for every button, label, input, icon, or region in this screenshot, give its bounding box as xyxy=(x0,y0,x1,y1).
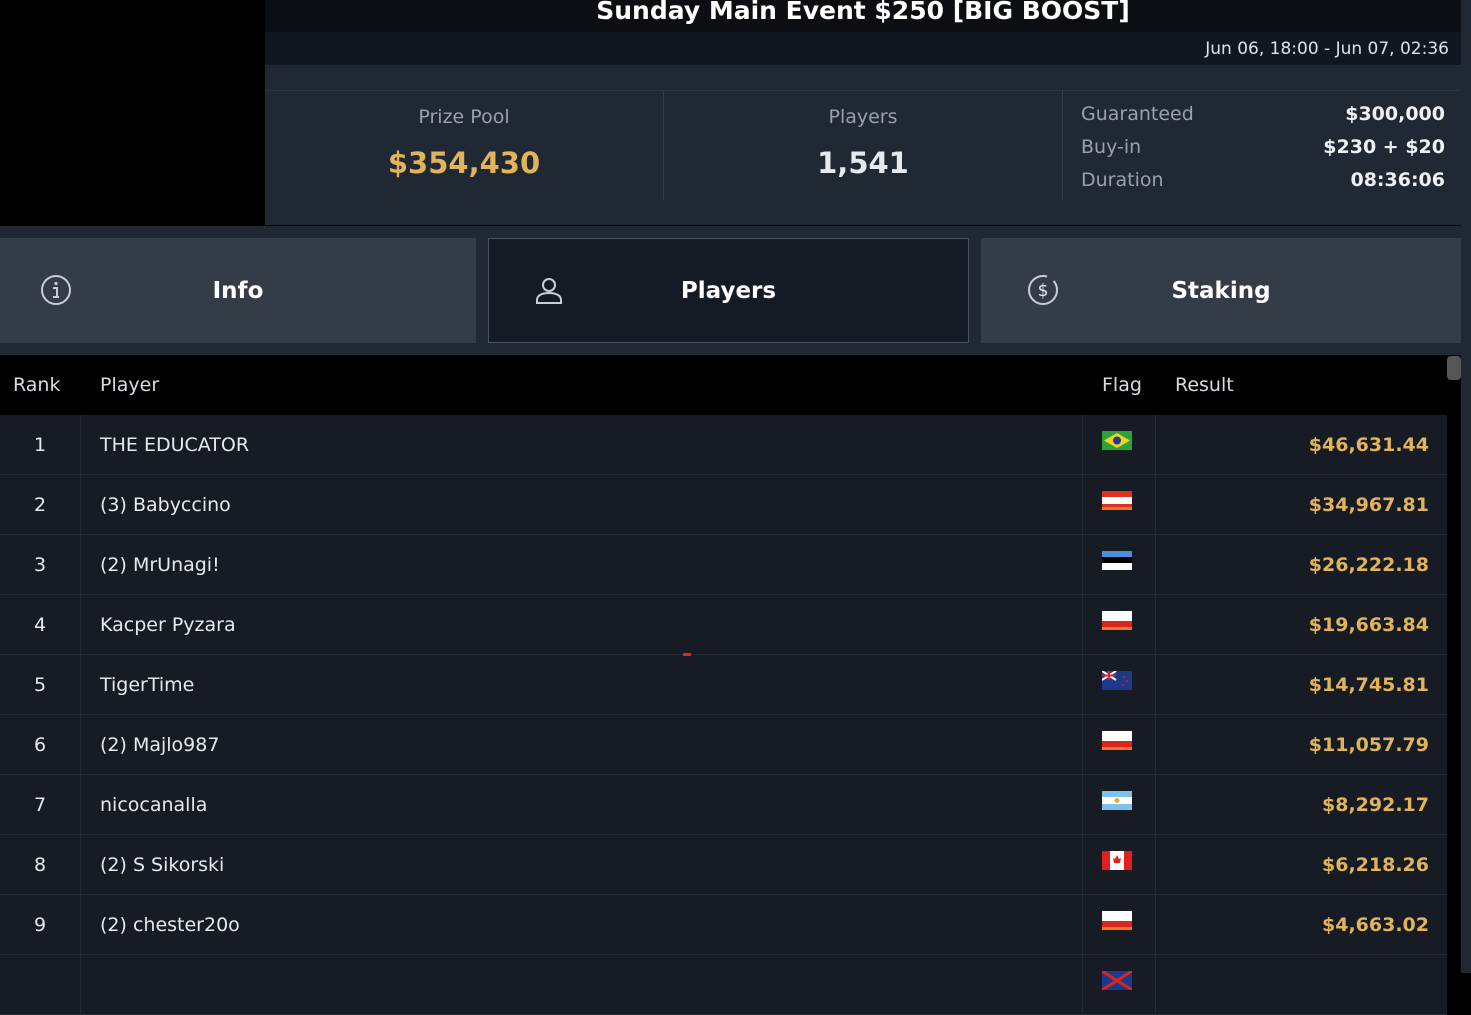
result-cell: $26,222.18 xyxy=(1308,553,1429,576)
tab-bar: Info Players $ Staking xyxy=(0,226,1461,355)
flag-icon-ee xyxy=(1102,551,1132,570)
rank-cell: 7 xyxy=(0,775,81,834)
player-cell[interactable]: (3) Babyccino xyxy=(81,475,1083,534)
header-flag[interactable]: Flag xyxy=(1102,374,1142,396)
player-cell[interactable]: THE EDUCATOR xyxy=(81,415,1083,474)
flag-cell xyxy=(1083,655,1156,714)
flag-cell xyxy=(1083,475,1156,534)
table-row[interactable]: 3 (2) MrUnagi! $26,222.18 xyxy=(0,535,1447,595)
tournament-title: Sunday Main Event $250 [BIG BOOST] xyxy=(265,0,1461,32)
flag-icon-at xyxy=(1102,491,1132,510)
table-row-partial[interactable] xyxy=(0,955,1447,1015)
results-table: Rank Player Flag Result 1 THE EDUCATOR $… xyxy=(0,355,1447,1015)
table-row[interactable]: 5 TigerTime $14,745.81 xyxy=(0,655,1447,715)
table-header: Rank Player Flag Result xyxy=(0,355,1447,415)
flag-cell xyxy=(1083,955,1156,1014)
user-icon xyxy=(536,278,562,304)
flag-cell xyxy=(1083,715,1156,774)
prize-pool-value: $354,430 xyxy=(387,146,541,180)
scrollbar-thumb[interactable] xyxy=(1447,356,1461,380)
buyin-row: Buy-in $230 + $20 xyxy=(1081,132,1445,165)
table-row[interactable]: 1 THE EDUCATOR $46,631.44 xyxy=(0,415,1447,475)
player-cell[interactable]: Kacper Pyzara xyxy=(81,595,1083,654)
rank-cell: 3 xyxy=(0,535,81,594)
tournament-dates: Jun 06, 18:00 - Jun 07, 02:36 xyxy=(265,32,1461,65)
player-cell[interactable]: (2) S Sikorski xyxy=(81,835,1083,894)
player-cell[interactable]: (2) Majlo987 xyxy=(81,715,1083,774)
rank-cell: 6 xyxy=(0,715,81,774)
flag-cell xyxy=(1083,535,1156,594)
svg-text:$: $ xyxy=(1038,281,1049,301)
table-row[interactable]: 7 nicocanalla $8,292.17 xyxy=(0,775,1447,835)
player-cell[interactable]: TigerTime xyxy=(81,655,1083,714)
table-row[interactable]: 8 (2) S Sikorski $6,218.26 xyxy=(0,835,1447,895)
header-rank[interactable]: Rank xyxy=(13,374,61,396)
table-row[interactable]: 4 Kacper Pyzara $19,663.84 xyxy=(0,595,1447,655)
table-row[interactable]: 6 (2) Majlo987 $11,057.79 xyxy=(0,715,1447,775)
rank-cell: 2 xyxy=(0,475,81,534)
flag-icon-ar xyxy=(1102,791,1132,810)
scrollbar-track[interactable] xyxy=(1461,0,1471,973)
flag-cell xyxy=(1083,895,1156,954)
result-cell: $6,218.26 xyxy=(1322,853,1429,876)
table-row[interactable]: 9 (2) chester20o $4,663.02 xyxy=(0,895,1447,955)
prize-pool-stat: Prize Pool $354,430 xyxy=(265,90,663,200)
flag-icon-pl xyxy=(1102,611,1132,630)
flag-cell xyxy=(1083,415,1156,474)
flag-icon-pl xyxy=(1102,731,1132,750)
player-cell[interactable]: nicocanalla xyxy=(81,775,1083,834)
flag-icon-pl xyxy=(1102,911,1132,930)
stats-panel: Prize Pool $354,430 Players 1,541 Guaran… xyxy=(265,65,1461,225)
players-label: Players xyxy=(828,106,898,128)
guaranteed-value: $300,000 xyxy=(1345,103,1445,125)
rank-cell: 8 xyxy=(0,835,81,894)
flag-icon-br xyxy=(1102,431,1132,450)
flag-icon xyxy=(1102,971,1132,990)
tab-players[interactable]: Players xyxy=(488,238,969,343)
buyin-value: $230 + $20 xyxy=(1323,136,1445,158)
player-cell[interactable]: (2) MrUnagi! xyxy=(81,535,1083,594)
redacted-area xyxy=(0,0,265,226)
table-row[interactable]: 2 (3) Babyccino $34,967.81 xyxy=(0,475,1447,535)
result-cell: $4,663.02 xyxy=(1322,913,1429,936)
result-cell: $14,745.81 xyxy=(1308,673,1429,696)
guaranteed-label: Guaranteed xyxy=(1081,103,1194,125)
tab-players-label: Players xyxy=(680,277,777,304)
tab-staking-label: Staking xyxy=(1171,277,1271,304)
rank-cell: 9 xyxy=(0,895,81,954)
duration-row: Duration 08:36:06 xyxy=(1081,165,1445,198)
players-value: 1,541 xyxy=(817,146,909,180)
result-cell: $11,057.79 xyxy=(1308,733,1429,756)
details-stat: Guaranteed $300,000 Buy-in $230 + $20 Dura… xyxy=(1063,90,1461,200)
result-cell: $34,967.81 xyxy=(1308,493,1429,516)
player-cell[interactable]: (2) chester20o xyxy=(81,895,1083,954)
flag-cell xyxy=(1083,775,1156,834)
rank-cell: 5 xyxy=(0,655,81,714)
dollar-coin-icon: $ xyxy=(1028,275,1058,305)
result-cell: $19,663.84 xyxy=(1308,613,1429,636)
guaranteed-row: Guaranteed $300,000 xyxy=(1081,99,1445,132)
duration-value: 08:36:06 xyxy=(1350,169,1445,191)
prize-pool-label: Prize Pool xyxy=(418,106,510,128)
tab-info[interactable]: Info xyxy=(0,238,476,343)
result-cell: $8,292.17 xyxy=(1322,793,1429,816)
info-icon xyxy=(41,275,71,305)
rank-cell xyxy=(0,955,81,1014)
flag-cell xyxy=(1083,835,1156,894)
duration-label: Duration xyxy=(1081,169,1164,191)
flag-cell xyxy=(1083,595,1156,654)
players-stat: Players 1,541 xyxy=(663,90,1063,200)
rank-cell: 1 xyxy=(0,415,81,474)
result-cell: $46,631.44 xyxy=(1308,433,1429,456)
tab-staking[interactable]: $ Staking xyxy=(981,238,1461,343)
rank-cell: 4 xyxy=(0,595,81,654)
header-result[interactable]: Result xyxy=(1175,374,1234,396)
player-cell xyxy=(81,955,1083,1014)
tab-info-label: Info xyxy=(212,277,264,304)
cursor-marker xyxy=(683,653,691,656)
flag-icon-nz xyxy=(1102,671,1132,690)
flag-icon-ca xyxy=(1102,851,1132,870)
buyin-label: Buy-in xyxy=(1081,136,1142,158)
header-player[interactable]: Player xyxy=(100,374,160,396)
